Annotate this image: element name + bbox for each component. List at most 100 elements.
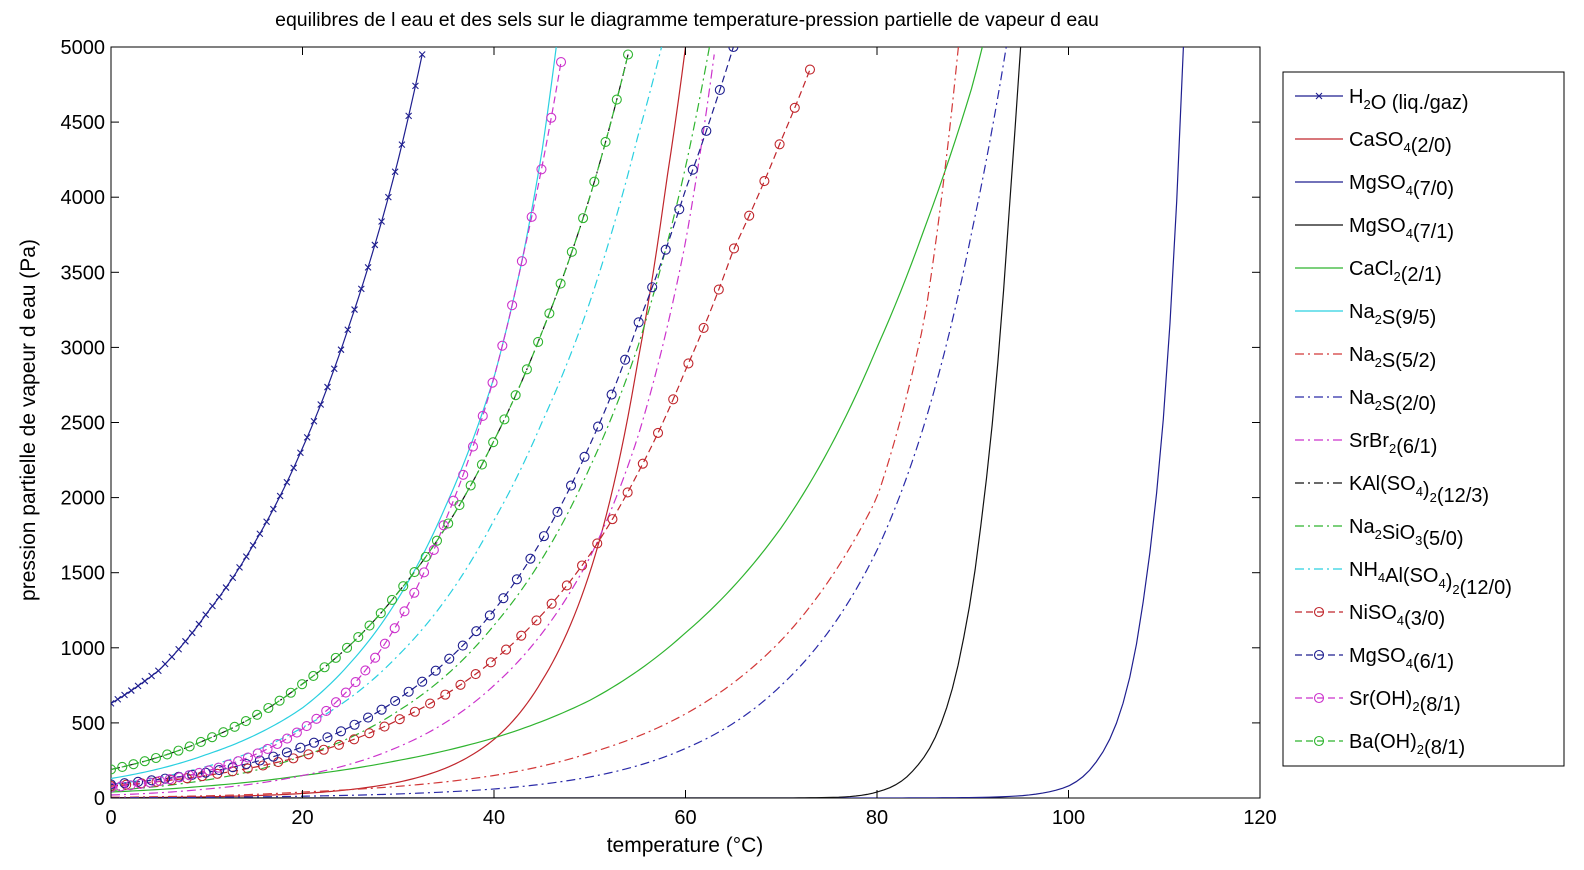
x-tick-label: 60: [674, 807, 696, 829]
data-point: [114, 695, 122, 703]
y-tick-label: 2000: [61, 488, 106, 510]
data-point: [121, 691, 128, 699]
y-tick-label: 3000: [61, 337, 106, 359]
data-point: [322, 732, 333, 743]
data-point: [311, 713, 322, 724]
series-line-8: [111, 54, 715, 796]
legend-marker: [1313, 606, 1325, 618]
data-point: [555, 278, 566, 289]
data-point: [412, 82, 419, 90]
data-point: [531, 615, 542, 626]
y-tick-label: 0: [94, 788, 105, 810]
data-point: [546, 112, 557, 123]
data-point: [297, 679, 308, 690]
data-point: [236, 564, 243, 571]
data-point: [111, 779, 117, 790]
data-point: [465, 480, 476, 491]
data-point: [254, 755, 265, 766]
data-point: [349, 734, 360, 745]
data-point: [233, 756, 244, 767]
data-point: [394, 714, 405, 725]
y-tick-label: 4000: [61, 187, 106, 209]
data-point: [203, 765, 214, 776]
data-point: [701, 125, 712, 136]
data-point: [405, 112, 413, 120]
data-point: [487, 377, 498, 388]
data-point: [308, 670, 319, 682]
data-point: [175, 645, 183, 653]
data-point: [533, 336, 544, 347]
legend-label: Na2SiO3(5/0): [1349, 516, 1464, 550]
data-point: [215, 593, 223, 601]
series-line-6: [111, 47, 959, 798]
data-point: [660, 244, 671, 255]
data-point: [256, 530, 264, 538]
data-point: [593, 421, 604, 432]
data-point: [340, 687, 351, 698]
data-point: [268, 751, 279, 762]
data-point: [444, 653, 455, 664]
data-point: [213, 762, 224, 773]
y-tick-label: 2500: [61, 413, 106, 435]
data-point: [390, 695, 401, 707]
legend-item: NiSO4(3/0): [1295, 602, 1445, 630]
data-point: [511, 574, 522, 585]
data-point: [252, 748, 263, 759]
data-point: [476, 459, 487, 470]
data-point: [579, 451, 590, 462]
data-point: [419, 567, 430, 578]
data-point: [164, 774, 175, 785]
data-point: [576, 560, 588, 571]
data-point: [364, 263, 372, 271]
legend-box: [1282, 71, 1565, 767]
series-line-5: [111, 47, 557, 780]
x-tick-label: 0: [105, 807, 116, 829]
data-point: [538, 531, 550, 542]
data-point: [218, 727, 229, 738]
data-point: [282, 733, 293, 744]
legend-item: CaSO4(2/0): [1295, 129, 1452, 157]
data-point: [295, 742, 306, 753]
legend-label: KAl(SO4)2(12/3): [1349, 473, 1489, 507]
data-point: [499, 414, 510, 425]
data-point: [525, 553, 536, 564]
data-point: [457, 640, 468, 651]
data-point: [154, 667, 162, 675]
data-point: [115, 781, 126, 792]
data-point: [330, 652, 341, 663]
data-point: [713, 284, 724, 295]
data-point: [341, 642, 353, 653]
data-point: [443, 518, 454, 529]
data-point: [470, 669, 481, 680]
data-point: [683, 358, 694, 369]
data-point: [269, 505, 277, 513]
data-point: [536, 164, 547, 175]
data-point: [420, 551, 431, 562]
legend-item: H2O (liq./gaz): [1295, 86, 1469, 114]
data-point: [440, 689, 451, 700]
data-point: [283, 478, 291, 486]
legend-item: MgSO4(6/1): [1295, 645, 1454, 673]
data-point: [117, 761, 128, 772]
data-point: [510, 390, 521, 401]
data-point: [222, 584, 230, 591]
series-line-14: [111, 61, 562, 789]
y-tick-label: 1500: [61, 563, 106, 585]
data-point: [555, 56, 567, 68]
legend-item: Ba(OH)2(8/1): [1295, 731, 1465, 759]
data-point: [276, 492, 284, 500]
data-point: [647, 282, 658, 293]
legend-label: H2O (liq./gaz): [1349, 86, 1469, 114]
data-point: [154, 775, 165, 786]
legend-label: Ba(OH)2(8/1): [1349, 731, 1465, 759]
data-point: [303, 433, 311, 441]
data-point: [389, 623, 400, 634]
data-point: [128, 759, 139, 770]
data-point: [561, 580, 572, 591]
marker-layer: [111, 47, 816, 793]
data-point: [319, 662, 330, 673]
legend-item: Na2S(2/0): [1295, 387, 1436, 415]
legend-label: MgSO4(6/1): [1349, 645, 1454, 673]
data-point: [637, 458, 648, 469]
